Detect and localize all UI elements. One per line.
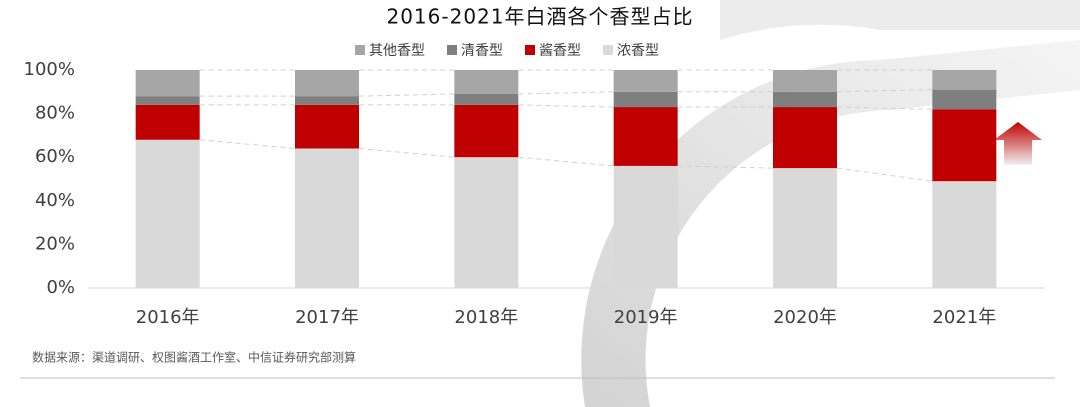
bar-segment [454, 104, 519, 158]
bar-segment [454, 157, 519, 288]
bar-segment [932, 70, 997, 90]
bar-segment [135, 139, 200, 288]
bar-segment [454, 93, 519, 105]
connector [199, 139, 296, 149]
bar-segment [932, 89, 997, 110]
y-tick-label: 20% [35, 233, 75, 254]
bar-segment [613, 165, 678, 288]
chart-title: 2016-2021年白酒各个香型占比 [386, 5, 693, 29]
connector [358, 147, 455, 158]
x-tick-label: 2021年 [932, 307, 996, 328]
bar-segment [613, 107, 678, 166]
legend-swatch [525, 45, 535, 55]
x-tick-label: 2016年 [136, 307, 200, 328]
y-tick-label: 100% [24, 59, 75, 80]
bar-segment [613, 91, 678, 108]
legend-label: 清香型 [461, 43, 503, 59]
x-tick-label: 2017年 [295, 307, 359, 328]
bar-segment [613, 70, 678, 92]
legend-label: 浓香型 [617, 43, 659, 59]
decor-arc [581, 40, 1080, 407]
connector [836, 106, 933, 110]
y-tick-label: 0% [46, 277, 75, 298]
connector [677, 165, 774, 169]
bar-segment [773, 168, 837, 288]
x-tick-label: 2019年 [614, 307, 678, 328]
x-tick-label: 2018年 [454, 307, 518, 328]
bar-segment [295, 104, 359, 149]
bar-segment [773, 70, 837, 92]
bar-segment [135, 70, 200, 97]
bar-segment [932, 181, 997, 288]
bar-segment [773, 107, 837, 169]
decor-arrow [994, 122, 1042, 165]
bar-segment [932, 109, 997, 182]
bar-segment [295, 96, 359, 105]
legend-swatch [603, 45, 613, 55]
bar-segment [773, 91, 837, 108]
y-tick-label: 80% [35, 103, 75, 124]
bar-segment [295, 148, 359, 288]
connector [518, 156, 614, 167]
bar-segment [454, 70, 519, 94]
x-tick-label: 2020年 [773, 307, 837, 328]
bar-segment [135, 104, 200, 140]
source-note: 数据来源：渠道调研、权图酱酒工作室、中信证券研究部测算 [32, 350, 356, 365]
connector [358, 93, 455, 97]
decor-band [720, 0, 1080, 40]
connector [518, 91, 614, 95]
y-tick-label: 40% [35, 190, 75, 211]
connector [836, 167, 933, 182]
bar-segment [135, 96, 200, 105]
legend: 其他香型 清香型 酱香型 浓香型 [355, 43, 659, 59]
legend-swatch [355, 45, 365, 55]
legend-swatch [447, 45, 457, 55]
legend-label: 酱香型 [539, 43, 581, 59]
connector [518, 104, 614, 108]
y-tick-label: 60% [35, 146, 75, 167]
connector [836, 89, 933, 93]
legend-label: 其他香型 [369, 43, 425, 59]
bar-segment [295, 70, 359, 97]
